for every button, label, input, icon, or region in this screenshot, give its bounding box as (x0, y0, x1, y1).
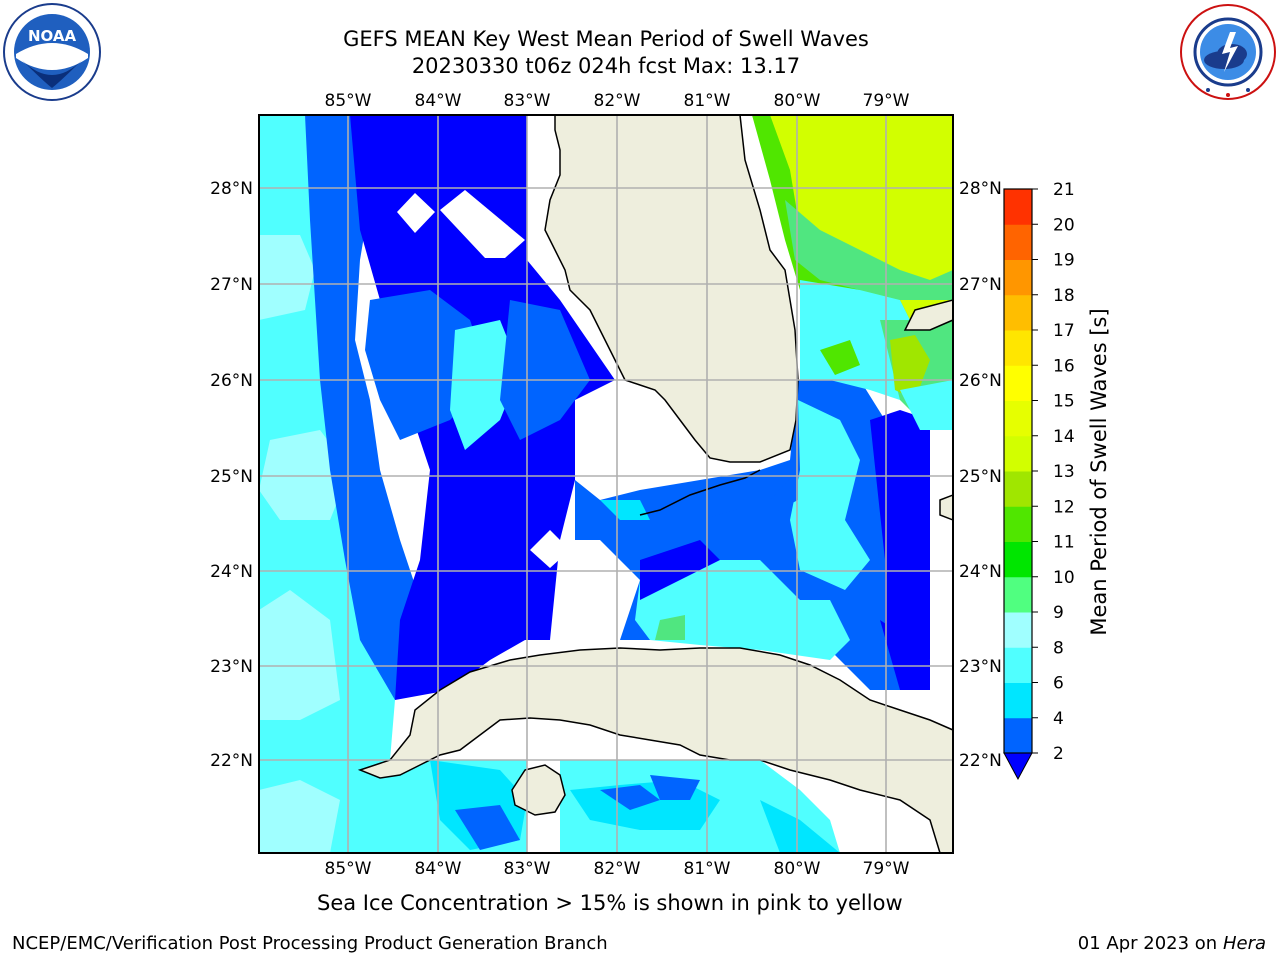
footer-machine: Hera (1222, 933, 1266, 954)
footer-date-text: 01 Apr 2023 on (1077, 933, 1223, 954)
colorbar-swatch (1004, 471, 1032, 507)
colorbar-swatch (1004, 682, 1032, 719)
colorbar-tick-label: 4 (1053, 709, 1064, 729)
lon-label: 81°W (684, 859, 731, 879)
colorbar-extend-arrow (1003, 752, 1033, 781)
lon-label: 81°W (684, 91, 731, 111)
lat-label: 25°N (210, 467, 253, 487)
colorbar-tick-label: 16 (1053, 356, 1075, 376)
colorbar-tick-label: 13 (1053, 462, 1075, 482)
lat-labels-right: 28°N 27°N 26°N 25°N 24°N 23°N 22°N (959, 179, 1002, 771)
colorbar-swatch (1004, 224, 1032, 260)
colorbar-tick-label: 10 (1053, 568, 1075, 588)
colorbar-tick-label: 14 (1053, 427, 1075, 447)
lon-label: 85°W (325, 91, 372, 111)
colorbar-tick-label: 12 (1053, 497, 1075, 517)
lon-label: 84°W (415, 91, 462, 111)
colorbar-swatch (1004, 259, 1032, 296)
lon-label: 79°W (863, 91, 910, 111)
isla-juventud-land (511, 764, 566, 816)
colorbar-tick-label: 2 (1053, 744, 1064, 764)
chart-subtitle: 20230330 t06z 024h fcst Max: 13.17 (411, 54, 801, 78)
colorbar-tick-label: 6 (1053, 674, 1064, 694)
colorbar-tick-label: 9 (1053, 603, 1064, 623)
colorbar-swatch (1004, 506, 1032, 542)
lon-label: 80°W (774, 859, 821, 879)
lat-label: 28°N (959, 179, 1002, 199)
florida-land (544, 115, 799, 463)
noaa-logo: NOAA (3, 3, 101, 101)
lon-label: 83°W (504, 859, 551, 879)
lon-label: 80°W (774, 91, 821, 111)
noaa-logo-text: NOAA (28, 27, 77, 45)
bahamas-land (903, 299, 953, 331)
footer-branch: NCEP/EMC/Verification Post Processing Pr… (12, 933, 608, 954)
land (357, 115, 953, 853)
colorbar-tick-label: 21 (1053, 180, 1075, 200)
lat-label: 24°N (210, 562, 253, 582)
colorbar-tick-label: 11 (1053, 533, 1075, 553)
lon-label: 82°W (594, 859, 641, 879)
lat-label: 27°N (959, 275, 1002, 295)
lon-label: 84°W (415, 859, 462, 879)
lat-label: 23°N (959, 657, 1002, 677)
map-frame (258, 114, 954, 854)
lat-label: 26°N (959, 371, 1002, 391)
lon-label: 82°W (594, 91, 641, 111)
lon-label: 79°W (863, 859, 910, 879)
chart-title: GEFS MEAN Key West Mean Period of Swell … (343, 27, 869, 51)
bahamas-land-2 (939, 494, 953, 521)
colorbar-swatch (1004, 400, 1032, 437)
lat-label: 25°N (959, 467, 1002, 487)
colorbar-tick-label: 19 (1053, 251, 1075, 271)
colorbar-swatch (1004, 612, 1032, 648)
colorbar-tick-label: 15 (1053, 392, 1075, 412)
footer-date: 01 Apr 2023 on Hera (1078, 933, 1266, 954)
lon-labels-bottom: 85°W 84°W 83°W 82°W 81°W 80°W 79°W (325, 859, 910, 879)
colorbar-swatch (1004, 576, 1032, 613)
colorbar-tick-label: 18 (1053, 286, 1075, 306)
colorbar-swatch (1004, 365, 1032, 401)
colorbar-swatch (1004, 294, 1032, 331)
colorbar-tick-label: 17 (1053, 321, 1075, 341)
lat-label: 28°N (210, 179, 253, 199)
map-plot-area (259, 115, 953, 853)
swell-period-field (259, 115, 953, 853)
lon-label: 85°W (325, 859, 372, 879)
lat-labels-left: 28°N 27°N 26°N 25°N 24°N 23°N 22°N (210, 179, 253, 771)
colorbar-label: Mean Period of Swell Waves [s] (1087, 308, 1111, 635)
lat-label: 22°N (210, 751, 253, 771)
colorbar: 2 4 6 8 9 10 11 12 13 14 15 16 17 18 19 20 21 (1003, 180, 1075, 781)
sea-ice-caption: Sea Ice Concentration > 15% is shown in … (317, 891, 903, 915)
colorbar-tick-label: 8 (1053, 638, 1064, 658)
lat-label: 27°N (210, 275, 253, 295)
lon-label: 83°W (504, 91, 551, 111)
lon-labels-top: 85°W 84°W 83°W 82°W 81°W 80°W 79°W (325, 91, 910, 111)
graticule (259, 115, 953, 853)
lat-label: 22°N (959, 751, 1002, 771)
colorbar-swatch (1004, 435, 1032, 472)
lat-label: 24°N (959, 562, 1002, 582)
colorbar-swatch (1004, 541, 1032, 578)
colorbar-swatch (1004, 647, 1032, 683)
lat-label: 26°N (210, 371, 253, 391)
colorbar-swatch (1004, 717, 1032, 754)
nws-logo (1180, 4, 1276, 100)
cuba-land (357, 647, 953, 853)
colorbar-tick-label: 20 (1053, 215, 1075, 235)
lat-label: 23°N (210, 657, 253, 677)
colorbar-swatch (1004, 189, 1032, 225)
colorbar-swatch (1004, 330, 1032, 366)
